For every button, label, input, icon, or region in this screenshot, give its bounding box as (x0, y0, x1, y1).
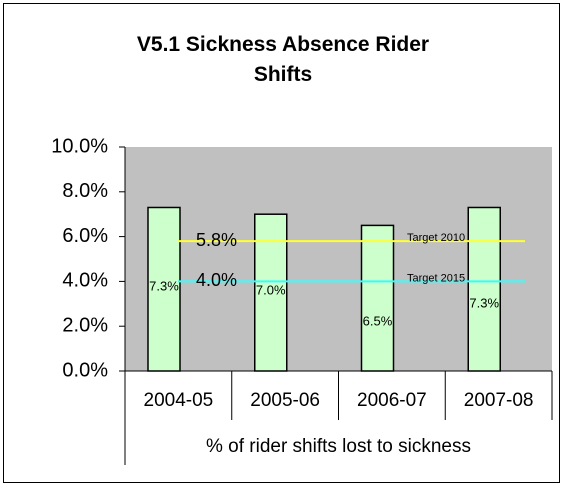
y-tick-label: 10.0% (51, 135, 108, 157)
value-label: 7.3% (149, 278, 179, 293)
target-value-label: 4.0% (196, 270, 237, 290)
bar (147, 206, 181, 372)
x-tick-label: 2007-08 (464, 390, 534, 411)
value-label: 7.3% (469, 295, 499, 310)
target-name: Target 2015 (407, 272, 465, 284)
x-tick-label: 2004-05 (144, 390, 214, 411)
target-value-label: 5.8% (196, 230, 237, 250)
value-label: 6.5% (363, 313, 393, 328)
y-tick-label: 4.0% (62, 270, 108, 292)
bar (467, 206, 501, 372)
y-tick-label: 6.0% (62, 225, 108, 247)
chart-title: V5.1 Sickness Absence Rider Shifts (136, 33, 430, 86)
y-tick-label: 2.0% (62, 314, 108, 336)
target-name: Target 2010 (407, 232, 465, 244)
bar (360, 224, 395, 372)
y-tick-label: 0.0% (62, 359, 108, 381)
value-label: 7.0% (256, 282, 286, 297)
y-tick-label: 8.0% (62, 180, 108, 202)
x-tick-label: 2006-07 (357, 390, 427, 411)
x-axis-label: % of rider shifts lost to sickness (206, 436, 471, 457)
x-tick-label: 2005-06 (250, 390, 320, 411)
